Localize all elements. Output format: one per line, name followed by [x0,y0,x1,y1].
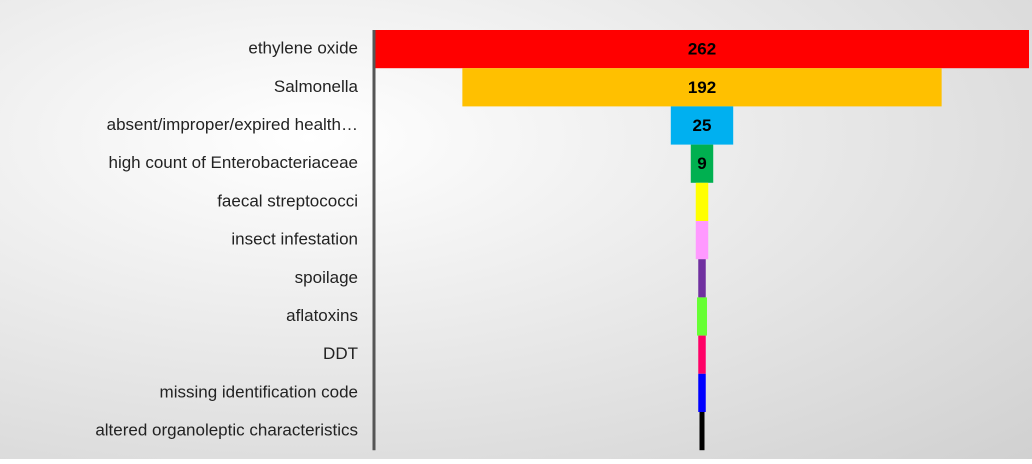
category-label: aflatoxins [286,306,358,325]
category-label: insect infestation [231,230,358,249]
bar [699,412,705,451]
data-label: 192 [688,78,716,97]
bar [670,106,734,145]
bar [698,335,706,374]
category-label: Salmonella [274,77,359,96]
category-label: faecal streptococci [217,191,358,210]
bar [695,182,709,221]
data-label: 262 [688,40,716,59]
bar [690,144,714,183]
bar [375,30,1029,69]
category-label: high count of Enterobacteriaceae [108,153,358,172]
category-label: spoilage [295,268,358,287]
category-label: absent/improper/expired health… [107,115,358,134]
category-label: ethylene oxide [248,39,358,58]
category-label: altered organoleptic characteristics [95,421,358,440]
bar [697,297,707,336]
bar [698,373,706,412]
data-label: 25 [693,116,712,135]
bar [698,259,706,298]
bar [695,221,709,260]
category-label: missing identification code [160,382,358,401]
category-label: DDT [323,344,358,363]
data-label: 9 [697,154,706,173]
bar [462,68,942,107]
